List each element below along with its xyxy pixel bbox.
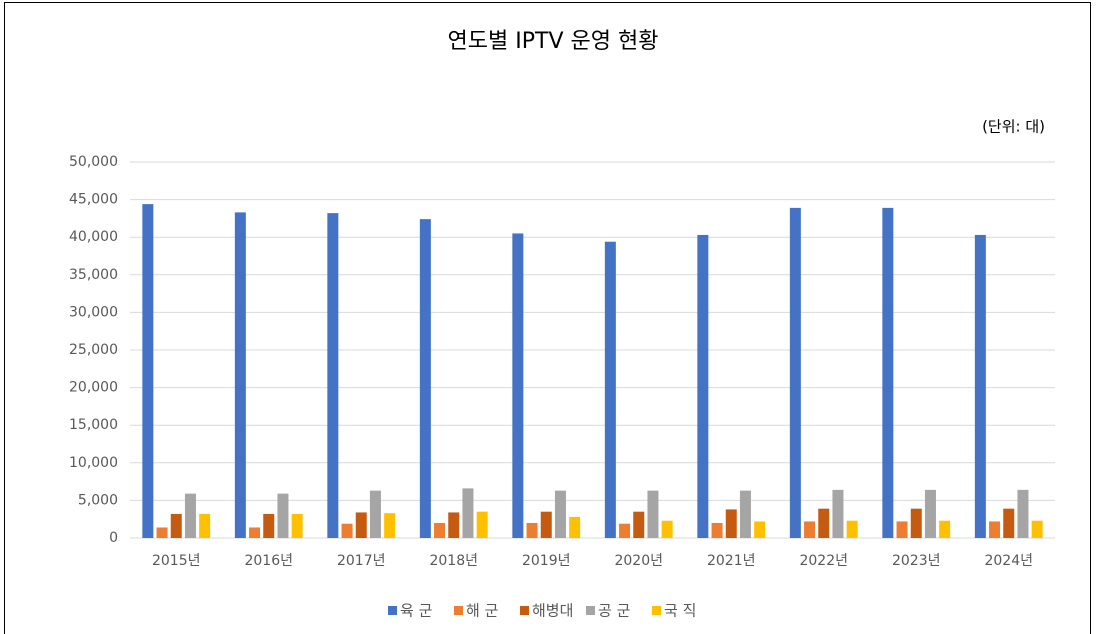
y-tick-label: 5,000 [78,492,118,508]
legend-swatch [454,606,463,615]
bar [896,521,908,538]
y-tick-label: 30,000 [69,304,118,320]
bar [234,212,246,538]
bar [526,522,538,538]
x-tick-label: 2020년 [614,553,663,569]
bar [170,513,182,538]
legend-swatch [652,606,661,615]
bar [327,213,339,539]
x-tick-label: 2019년 [522,553,571,569]
bar [697,234,709,538]
legend-label: 해병대 [532,602,573,620]
bar [882,207,894,538]
legend-label: 공 군 [598,602,631,620]
legend-swatch [388,606,397,615]
chart-title: 연도별 IPTV 운영 현황 [448,29,659,54]
bar [739,490,751,538]
bar [1003,508,1015,538]
bar [974,234,986,538]
bar [711,522,723,538]
bar [554,490,566,538]
bar [249,527,261,538]
x-tick-label: 2016년 [244,553,293,569]
bar [1031,520,1043,538]
legend-swatch [586,606,595,615]
bar [263,513,275,538]
bar [156,527,168,538]
bar [184,493,196,538]
bar [619,523,631,538]
bar [604,241,616,538]
x-tick-label: 2021년 [707,553,756,569]
y-tick-label: 25,000 [69,342,118,358]
y-tick-label: 40,000 [69,229,118,245]
bar [569,516,581,538]
y-tick-label: 45,000 [69,192,118,208]
bar [939,520,951,538]
unit-label: (단위: 대) [982,118,1045,136]
x-tick-label: 2022년 [799,553,848,569]
bar [476,511,488,538]
y-tick-label: 20,000 [69,380,118,396]
bar [540,511,552,538]
legend-label: 해 군 [466,602,499,620]
x-tick-label: 2023년 [892,553,941,569]
bar [369,490,381,538]
x-tick-label: 2018년 [429,553,478,569]
bar [277,493,289,538]
bar [462,488,474,538]
y-tick-label: 10,000 [69,455,118,471]
bar [199,513,211,538]
bar [341,523,353,538]
bar [647,490,659,538]
y-tick-label: 50,000 [69,154,118,170]
bar [419,219,431,539]
y-tick-label: 15,000 [69,417,118,433]
bar [384,513,396,538]
bar [989,521,1001,538]
bar [1017,489,1029,538]
y-tick-label: 0 [109,530,118,546]
bar [448,512,460,538]
bar [804,521,816,538]
bar [789,207,801,538]
bar [725,509,737,538]
legend-swatch [520,606,529,615]
bar [291,513,303,538]
bar [754,521,766,538]
chart-frame [4,2,1091,634]
bar [818,508,830,538]
bar [910,508,922,538]
bar [832,489,844,538]
legend-label: 국 직 [664,602,696,620]
y-tick-label: 35,000 [69,267,118,283]
x-tick-label: 2017년 [337,553,386,569]
bar [661,520,673,538]
bar [355,512,367,538]
bar [846,520,858,538]
bar [512,233,524,538]
legend-label: 육 군 [400,602,433,620]
x-tick-label: 2015년 [152,553,201,569]
bar [924,489,936,538]
bar [633,511,645,538]
x-tick-label: 2024년 [984,553,1033,569]
bar [434,522,446,538]
bar [142,204,154,538]
